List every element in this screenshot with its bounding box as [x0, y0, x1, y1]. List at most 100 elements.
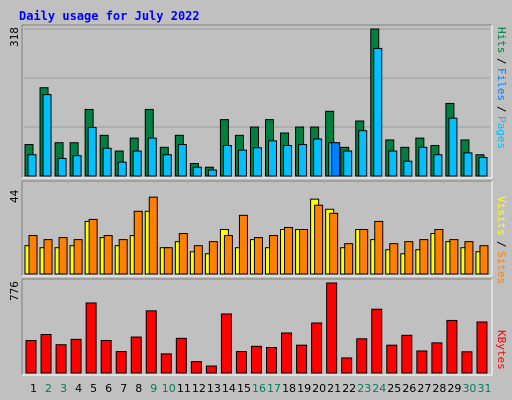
sites-bar-day-7: [118, 239, 128, 275]
files-bar-day-15-rect: [237, 149, 247, 177]
files-bar-day-1-rect: [27, 154, 37, 177]
files-bar-day-11: [177, 144, 187, 177]
panel-1-bars: [24, 28, 488, 177]
kbytes-bar-day-21: [326, 282, 338, 374]
x-tick-label: 30: [462, 382, 476, 395]
sites-bar-day-17-rect: [269, 235, 279, 275]
kbytes-bar-day-27-rect: [416, 350, 428, 374]
x-tick-label: 19: [297, 382, 311, 395]
kbytes-bar-day-30: [461, 351, 473, 374]
sites-bar-day-11-rect: [178, 233, 188, 275]
kbytes-bar-day-18: [281, 332, 293, 374]
x-tick-label: 18: [282, 382, 296, 395]
files-bar-day-20: [313, 138, 323, 177]
files-bar-day-23-rect: [358, 130, 368, 177]
kbytes-bar-day-6: [100, 340, 112, 374]
files-bar-day-20-rect: [313, 138, 323, 177]
sites-bar-day-30-rect: [464, 241, 474, 275]
files-bar-day-1: [27, 154, 37, 177]
x-tick-label: 1: [30, 382, 37, 395]
sites-bar-day-9: [148, 196, 158, 275]
sites-bar-day-29: [449, 239, 459, 275]
files-bar-day-22-rect: [343, 150, 353, 177]
y-max-label-2: 44: [8, 189, 21, 203]
x-tick-label: 12: [192, 382, 206, 395]
sites-bar-day-28: [434, 229, 444, 275]
files-bar-day-24-rect: [373, 47, 383, 177]
kbytes-bar-day-25: [386, 344, 398, 374]
files-bar-day-30: [463, 152, 473, 177]
sites-bar-day-27-rect: [419, 239, 429, 275]
pages-bar-day-21-rect: [331, 142, 341, 177]
kbytes-bar-day-11-rect: [175, 337, 187, 374]
sites-bar-day-20-rect: [314, 204, 324, 275]
files-bar-day-17: [268, 140, 278, 177]
sites-bar-day-4-rect: [73, 239, 83, 275]
files-bar-day-13-rect: [207, 169, 217, 177]
x-tick-label: 17: [267, 382, 281, 395]
sites-bar-day-24: [374, 220, 384, 275]
files-bar-day-7-rect: [117, 161, 127, 177]
sites-bar-day-26-rect: [404, 241, 414, 275]
files-bar-day-31: [478, 157, 488, 177]
kbytes-bar-day-14: [220, 313, 232, 374]
sites-bar-day-4: [73, 239, 83, 275]
kbytes-bar-day-4: [70, 338, 82, 374]
files-bar-day-25-rect: [388, 150, 398, 177]
sites-bar-day-13-rect: [208, 241, 218, 275]
files-bar-day-3: [57, 157, 67, 177]
kbytes-bar-day-13: [205, 365, 217, 374]
kbytes-bar-day-29: [446, 319, 458, 374]
x-tick-label: 21: [327, 382, 341, 395]
sites-bar-day-10: [163, 247, 173, 275]
files-bar-day-5-rect: [87, 126, 97, 177]
files-bar-day-10-rect: [162, 154, 172, 177]
files-bar-day-6: [102, 147, 112, 177]
kbytes-bar-day-29-rect: [446, 319, 458, 374]
kbytes-bar-day-14-rect: [220, 313, 232, 374]
sites-bar-day-16: [253, 237, 263, 275]
x-tick-label: 25: [387, 382, 401, 395]
sites-bar-day-12-rect: [193, 245, 203, 275]
files-bar-day-4: [72, 155, 82, 177]
files-bar-day-2-rect: [42, 94, 52, 177]
files-bar-day-15: [237, 149, 247, 177]
kbytes-bar-day-31: [476, 321, 488, 374]
sites-bar-day-20: [314, 204, 324, 275]
kbytes-bar-day-12: [190, 361, 202, 374]
legend-item: Pages: [495, 116, 508, 149]
x-tick-label: 2: [45, 382, 52, 395]
sites-bar-day-1: [28, 235, 38, 275]
files-bar-day-27: [418, 146, 428, 177]
files-bar-day-7: [117, 161, 127, 177]
x-tick-label: 29: [447, 382, 461, 395]
kbytes-bar-day-9-rect: [145, 310, 157, 374]
x-tick-label: 3: [60, 382, 67, 395]
x-tick-label: 4: [75, 382, 82, 395]
files-bar-day-23: [358, 130, 368, 177]
files-bar-day-4-rect: [72, 155, 82, 177]
sites-bar-day-3: [58, 237, 68, 275]
files-bar-day-10: [162, 154, 172, 177]
y-max-label-3: 776: [8, 281, 21, 301]
legend-item: /: [495, 106, 508, 113]
kbytes-bar-day-12-rect: [190, 361, 202, 374]
kbytes-bar-day-1-rect: [25, 340, 37, 374]
kbytes-bar-day-28-rect: [431, 342, 443, 374]
kbytes-bar-day-24-rect: [371, 308, 383, 374]
sites-bar-day-15: [238, 214, 248, 275]
kbytes-bar-day-22: [341, 357, 353, 374]
kbytes-bar-day-8: [130, 336, 142, 374]
sites-bar-day-9-rect: [148, 196, 158, 275]
sites-bar-day-2: [43, 239, 53, 275]
kbytes-bar-day-3: [55, 344, 67, 374]
kbytes-bar-day-5: [85, 302, 97, 374]
x-tick-label: 5: [90, 382, 97, 395]
files-bar-day-30-rect: [463, 152, 473, 177]
kbytes-bar-day-28: [431, 342, 443, 374]
x-tick-label: 28: [432, 382, 446, 395]
sites-bar-day-7-rect: [118, 239, 128, 275]
sites-bar-day-31-rect: [479, 245, 489, 275]
kbytes-bar-day-15-rect: [235, 351, 247, 374]
x-tick-label: 27: [417, 382, 431, 395]
